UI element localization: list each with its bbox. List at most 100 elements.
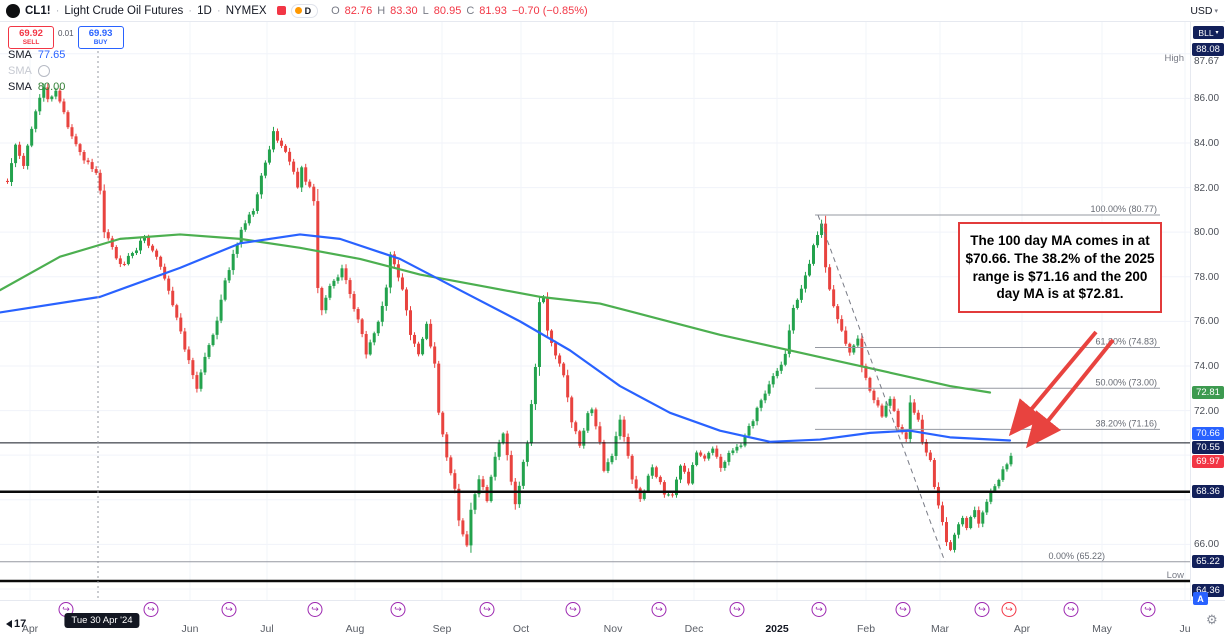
price-tick-label: 84.00	[1194, 137, 1220, 149]
time-axis[interactable]: 17 Apr Jun Jul Aug Sep Oct Nov Dec 2025 Feb Mar Apr…	[0, 600, 1225, 638]
annotation-note-box[interactable]: The 100 day MA comes in at $70.66. The 3…	[958, 222, 1162, 314]
candle-body	[122, 263, 126, 265]
candle-body	[324, 297, 328, 311]
candlesticks[interactable]	[6, 83, 1013, 553]
idea-marker-icon[interactable]	[307, 602, 323, 617]
idea-marker-icon[interactable]	[390, 602, 406, 617]
sell-button[interactable]: 69.92 SELL	[8, 26, 54, 49]
market-status-icon[interactable]	[276, 6, 286, 15]
idea-marker-icon[interactable]	[974, 602, 990, 617]
candle-body	[110, 238, 114, 247]
candle-body	[195, 375, 199, 389]
candle-body	[235, 243, 239, 254]
candle-body	[147, 236, 151, 246]
trade-panel: 69.92 SELL 0.01 69.93 BUY	[8, 26, 124, 49]
currency-dropdown[interactable]: USD	[1190, 5, 1218, 17]
candle-body	[388, 254, 392, 288]
close-label: C	[466, 4, 475, 17]
candle-body	[465, 534, 469, 546]
candle-body	[284, 145, 288, 152]
alert-badge[interactable]: D	[290, 3, 319, 18]
candle-body	[969, 517, 973, 529]
hidden-indicator-icon[interactable]	[37, 65, 50, 77]
price-axis[interactable]: 87.67 86.00 84.00 82.00 80.00 78.00 76.00 74.00…	[1190, 22, 1225, 600]
idea-marker-icon[interactable]	[895, 602, 911, 617]
candle-body	[384, 287, 388, 306]
candle-body	[316, 201, 320, 288]
idea-marker-icon[interactable]	[1140, 602, 1156, 617]
legend-row-sma100[interactable]: SMA 77.65	[8, 49, 65, 61]
price-badge: 65.22	[1192, 555, 1224, 569]
time-axis-label: May	[1092, 623, 1112, 635]
candle-body	[703, 455, 707, 459]
candle-body	[421, 338, 425, 355]
candle-body	[719, 456, 723, 468]
candle-body	[263, 162, 267, 176]
trendline[interactable]	[817, 214, 946, 562]
buy-button[interactable]: 69.93 BUY	[77, 26, 124, 49]
unit-dropdown[interactable]: BLL	[1193, 26, 1224, 39]
price-tick-label: 76.00	[1194, 316, 1220, 328]
candle-body	[892, 398, 896, 411]
legend-row-sma200[interactable]: SMA 80.00	[8, 81, 65, 93]
idea-marker-icon[interactable]	[221, 602, 237, 617]
candle-body	[26, 145, 30, 166]
sma-hidden-label: SMA	[8, 65, 32, 77]
fib-label: 38.20% (71.16)	[1095, 418, 1157, 428]
idea-marker-icon[interactable]	[479, 602, 495, 617]
low-label: L	[422, 4, 429, 17]
candle-body	[376, 321, 380, 334]
candle-body	[550, 330, 554, 343]
candle-body	[6, 180, 9, 183]
legend-row-sma-hidden[interactable]: SMA	[8, 65, 50, 77]
candle-body	[413, 334, 417, 344]
exchange-label[interactable]: NYMEX	[225, 4, 267, 17]
candle-body	[626, 436, 630, 456]
candle-body	[74, 136, 78, 145]
candle-body	[783, 353, 787, 365]
idea-marker-icon[interactable]	[565, 602, 581, 617]
sma100-label: SMA	[8, 49, 32, 61]
separator: ·	[216, 4, 221, 17]
candle-body	[650, 467, 654, 476]
idea-marker-icon[interactable]	[651, 602, 667, 617]
symbol-description[interactable]: Light Crude Oil Futures	[64, 4, 184, 17]
candle-body	[344, 268, 348, 281]
candle-body	[582, 430, 586, 446]
candle-body	[271, 131, 275, 150]
symbol-name[interactable]: CL1!	[25, 4, 51, 17]
candle-body	[400, 277, 404, 290]
candle-body	[215, 320, 219, 335]
sma-200-line[interactable]	[0, 233, 992, 394]
idea-marker-icon[interactable]	[1063, 602, 1079, 617]
candle-body	[255, 194, 259, 212]
active-marker-icon[interactable]	[1001, 602, 1017, 617]
sma-100-line[interactable]	[0, 233, 1012, 443]
candle-body	[570, 397, 574, 423]
time-axis-label: Apr	[1013, 623, 1031, 635]
symbol-logo-icon[interactable]	[6, 3, 20, 18]
auto-scale-button[interactable]: A	[1193, 592, 1208, 605]
settings-gear-icon[interactable]	[1206, 612, 1218, 628]
price-tick-label: 72.00	[1194, 405, 1220, 417]
interval-label[interactable]: 1D	[197, 4, 212, 17]
candle-body	[364, 334, 368, 355]
idea-marker-icon[interactable]	[143, 602, 159, 617]
candle-body	[795, 299, 799, 308]
time-axis-label: Apr	[21, 623, 39, 635]
candle-body	[54, 90, 58, 97]
candle-body	[961, 517, 965, 525]
candle-body	[82, 152, 86, 161]
candle-body	[876, 400, 880, 406]
idea-marker-icon[interactable]	[729, 602, 745, 617]
candle-body	[872, 390, 876, 401]
candle-body	[78, 144, 82, 153]
candle-body	[852, 345, 856, 353]
candle-body	[674, 479, 678, 496]
candle-body	[58, 90, 62, 102]
candle-body	[711, 448, 715, 453]
sell-price: 69.92	[19, 28, 43, 39]
candle-body	[953, 534, 957, 550]
candle-body	[34, 111, 38, 129]
idea-marker-icon[interactable]	[811, 602, 827, 617]
